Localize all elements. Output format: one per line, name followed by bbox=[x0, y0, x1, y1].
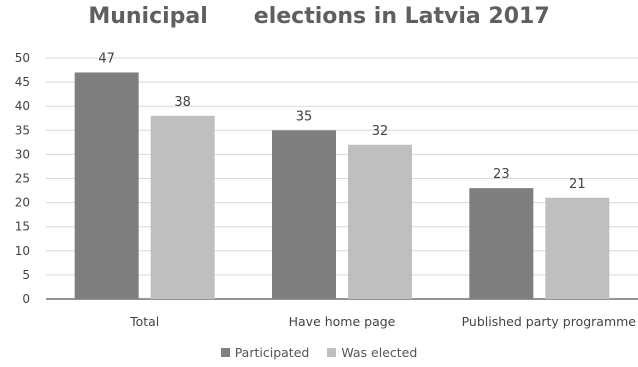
legend: Participated Was elected bbox=[0, 345, 638, 360]
y-tick-label: 20 bbox=[15, 196, 30, 210]
y-tick-label: 15 bbox=[15, 220, 30, 234]
data-label-participated: 47 bbox=[98, 51, 115, 66]
legend-label-participated: Participated bbox=[234, 345, 310, 360]
y-tick-label: 50 bbox=[15, 51, 30, 65]
category-label: Published party programme bbox=[462, 314, 637, 329]
data-label-participated: 35 bbox=[296, 109, 313, 124]
y-tick-label: 25 bbox=[15, 172, 30, 186]
category-label: Have home page bbox=[289, 314, 396, 329]
legend-item-participated: Participated bbox=[220, 345, 310, 360]
y-tick-label: 30 bbox=[15, 147, 30, 161]
legend-swatch-was-elected bbox=[327, 348, 337, 357]
y-tick-label: 40 bbox=[15, 99, 30, 113]
bar-participated bbox=[272, 130, 336, 299]
y-tick-label: 0 bbox=[22, 292, 30, 306]
data-label-participated: 23 bbox=[493, 167, 510, 182]
legend-swatch-participated bbox=[220, 348, 230, 357]
y-tick-label: 45 bbox=[15, 75, 30, 89]
data-label-was-elected: 21 bbox=[569, 177, 586, 192]
bar-was-elected bbox=[150, 115, 215, 299]
bar-was-elected bbox=[545, 197, 610, 299]
bar-participated bbox=[469, 188, 534, 299]
y-tick-label: 10 bbox=[15, 244, 30, 258]
y-tick-label: 5 bbox=[22, 268, 30, 282]
y-tick-label: 35 bbox=[15, 123, 30, 137]
chart-title: Municipal elections in Latvia 2017 bbox=[88, 4, 550, 29]
bar-participated bbox=[74, 72, 139, 300]
data-label-was-elected: 32 bbox=[372, 124, 389, 139]
legend-label-was-elected: Was elected bbox=[341, 345, 418, 360]
legend-item-was-elected: Was elected bbox=[327, 345, 417, 360]
data-label-was-elected: 38 bbox=[174, 95, 191, 110]
bar-was-elected bbox=[348, 144, 412, 299]
category-label: Total bbox=[129, 314, 159, 329]
